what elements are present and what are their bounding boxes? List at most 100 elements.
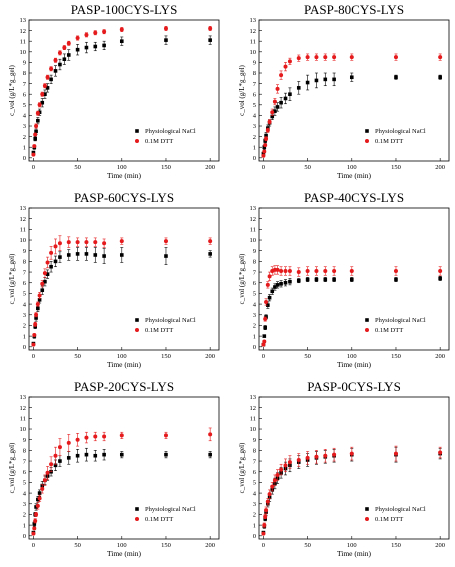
data-point bbox=[264, 136, 269, 141]
data-point bbox=[119, 27, 124, 32]
legend: Physiological NaCl 0.1M DTT bbox=[135, 317, 196, 334]
data-point bbox=[305, 277, 310, 282]
y-tick-label: 5 bbox=[253, 291, 256, 298]
data-point bbox=[314, 277, 319, 282]
data-point bbox=[305, 55, 310, 60]
data-point bbox=[45, 86, 50, 90]
data-point bbox=[36, 497, 40, 502]
data-point bbox=[262, 149, 267, 154]
data-point bbox=[31, 152, 36, 157]
y-tick-label: 1 bbox=[23, 333, 26, 340]
data-point bbox=[323, 77, 328, 82]
data-point bbox=[40, 486, 45, 491]
data-point bbox=[93, 253, 98, 257]
data-point bbox=[37, 491, 42, 495]
data-point bbox=[263, 514, 268, 519]
data-point bbox=[438, 75, 442, 80]
y-tick-label: 8 bbox=[23, 448, 26, 455]
data-point bbox=[262, 339, 267, 344]
data-point bbox=[32, 144, 37, 149]
data-point bbox=[66, 41, 71, 46]
y-tick-label: 3 bbox=[23, 501, 26, 508]
data-point bbox=[265, 499, 270, 504]
data-point bbox=[84, 435, 89, 440]
y-tick-label: 0 bbox=[23, 533, 26, 540]
data-point bbox=[58, 255, 62, 259]
y-axis-label: c_vol (g/L*g_gel) bbox=[238, 64, 246, 115]
data-point bbox=[323, 453, 328, 458]
x-tick-label: 0 bbox=[32, 164, 35, 171]
y-tick-label: 0 bbox=[253, 155, 256, 162]
y-tick-label: 12 bbox=[20, 405, 27, 412]
data-point bbox=[102, 254, 106, 258]
data-point bbox=[34, 312, 39, 317]
y-tick-label: 7 bbox=[253, 81, 257, 88]
x-tick-label: 150 bbox=[391, 164, 401, 171]
data-point bbox=[263, 317, 268, 322]
legend: Physiological NaCl 0.1M DTT bbox=[135, 506, 196, 523]
data-point bbox=[163, 26, 168, 31]
legend: Physiological NaCl 0.1M DTT bbox=[365, 317, 426, 334]
y-tick-label: 13 bbox=[250, 394, 257, 401]
data-point bbox=[272, 99, 277, 104]
data-point bbox=[208, 26, 213, 31]
x-tick-label: 150 bbox=[161, 353, 171, 360]
plot-frame bbox=[258, 396, 450, 540]
data-point bbox=[323, 268, 328, 273]
data-point bbox=[349, 75, 354, 80]
y-tick-label: 5 bbox=[253, 480, 256, 487]
data-point bbox=[305, 455, 310, 460]
x-axis-label: Time (min) bbox=[107, 360, 142, 369]
y-tick-label: 2 bbox=[253, 323, 256, 330]
y-tick-label: 4 bbox=[23, 301, 27, 308]
x-tick-label: 100 bbox=[347, 542, 357, 549]
y-tick-label: 13 bbox=[20, 205, 27, 212]
x-tick-label: 50 bbox=[74, 353, 81, 360]
data-point bbox=[273, 109, 277, 113]
data-point bbox=[275, 283, 280, 287]
data-point bbox=[279, 467, 284, 472]
legend-marker-dtt bbox=[135, 517, 139, 521]
data-point bbox=[75, 437, 80, 442]
data-point bbox=[66, 240, 71, 245]
data-point bbox=[34, 512, 39, 517]
data-point bbox=[275, 105, 280, 109]
y-tick-label: 12 bbox=[250, 216, 257, 223]
y-tick-label: 6 bbox=[23, 469, 27, 476]
data-point bbox=[34, 316, 38, 320]
data-point bbox=[53, 69, 58, 73]
data-point bbox=[31, 150, 36, 155]
data-point bbox=[264, 508, 269, 513]
data-point bbox=[49, 77, 53, 82]
data-point bbox=[40, 100, 45, 105]
y-tick-label: 3 bbox=[253, 312, 256, 319]
x-tick-label: 150 bbox=[391, 353, 401, 360]
data-point bbox=[332, 452, 337, 457]
legend: Physiological NaCl 0.1M DTT bbox=[365, 128, 426, 145]
y-tick-label: 13 bbox=[250, 17, 257, 24]
data-point bbox=[279, 268, 284, 273]
data-point bbox=[45, 272, 50, 276]
data-point bbox=[296, 86, 301, 90]
data-point bbox=[283, 268, 288, 273]
x-axis-label: Time (min) bbox=[107, 171, 142, 180]
y-axis-label: c_vol (g/L*g_gel) bbox=[8, 442, 16, 493]
y-tick-label: 4 bbox=[23, 113, 27, 120]
y-tick-label: 10 bbox=[250, 49, 257, 56]
data-point bbox=[119, 452, 124, 457]
data-point bbox=[33, 518, 38, 523]
data-point bbox=[261, 531, 266, 536]
data-point bbox=[75, 47, 80, 52]
data-point bbox=[34, 124, 39, 129]
data-point bbox=[49, 462, 54, 467]
data-point bbox=[287, 460, 292, 465]
data-point bbox=[287, 268, 292, 273]
y-tick-label: 2 bbox=[253, 512, 256, 519]
data-point bbox=[287, 59, 292, 64]
data-point bbox=[267, 492, 272, 497]
y-tick-label: 9 bbox=[23, 248, 26, 255]
data-point bbox=[93, 434, 98, 439]
